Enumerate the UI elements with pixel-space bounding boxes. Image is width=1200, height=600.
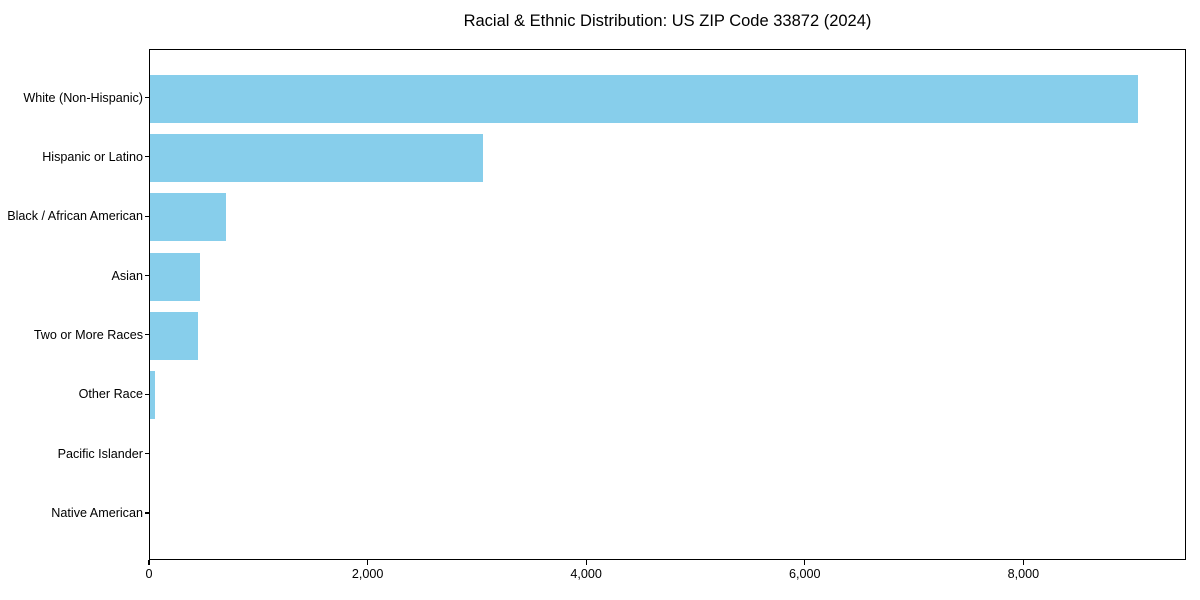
y-tick — [144, 453, 149, 455]
y-tick — [144, 156, 149, 158]
x-tick-label: 2,000 — [351, 567, 384, 581]
x-tick — [148, 560, 150, 565]
x-tick-label: 8,000 — [1007, 567, 1040, 581]
bar — [150, 371, 155, 420]
x-tick — [804, 560, 806, 565]
y-tick-label: Other Race — [78, 387, 143, 402]
y-tick — [144, 512, 149, 514]
y-tick-label: Hispanic or Latino — [42, 149, 143, 164]
x-tick — [585, 560, 587, 565]
x-tick — [1022, 560, 1024, 565]
plot-area — [149, 49, 1186, 560]
y-tick-label: Black / African American — [7, 209, 143, 224]
y-tick-label: Asian — [111, 268, 143, 283]
bar — [150, 133, 483, 182]
x-tick — [366, 560, 369, 565]
x-tick-label: 6,000 — [789, 567, 821, 581]
bar — [150, 193, 226, 242]
x-tick-label: 0 — [145, 567, 153, 581]
y-tick — [144, 215, 149, 217]
y-tick — [144, 393, 149, 395]
y-tick-label: White (Non-Hispanic) — [23, 90, 143, 105]
y-tick — [144, 334, 149, 336]
y-tick-label: Pacific Islander — [57, 446, 143, 461]
x-tick-label: 4,000 — [570, 567, 602, 581]
bar — [150, 74, 1138, 123]
y-tick — [144, 274, 149, 277]
bar — [150, 252, 201, 301]
chart-title: Racial & Ethnic Distribution: US ZIP Cod… — [463, 12, 872, 30]
y-tick-label: Two or More Races — [33, 327, 143, 342]
bar — [150, 311, 199, 360]
y-tick-label: Native American — [51, 505, 143, 520]
y-tick — [144, 96, 149, 99]
